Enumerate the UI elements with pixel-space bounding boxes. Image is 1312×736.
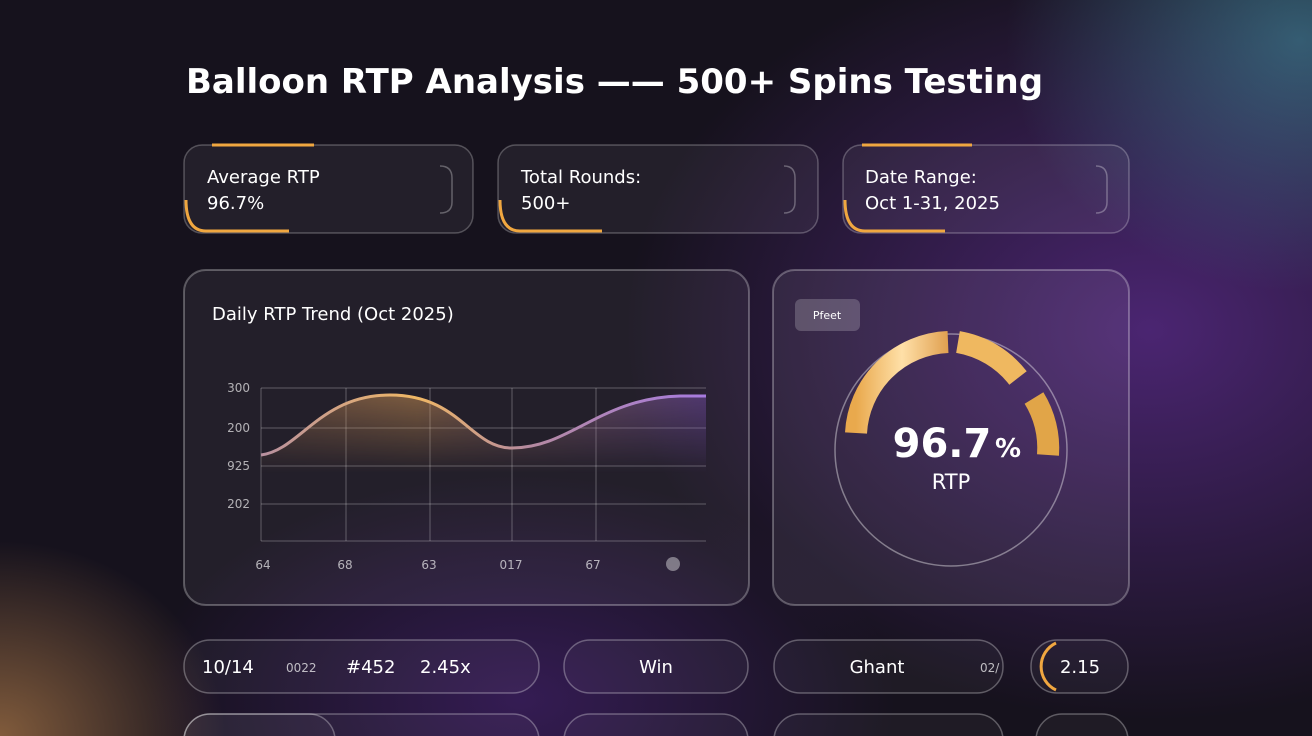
stat-card: Average RTP 96.7% bbox=[183, 143, 474, 234]
badge-label: Pfeet bbox=[813, 309, 842, 322]
stat-card: Total Rounds: 500+ bbox=[497, 144, 819, 234]
row-code: 02/ bbox=[980, 661, 1000, 675]
badge[interactable] bbox=[795, 299, 860, 331]
gauge-arc bbox=[845, 331, 949, 434]
stat-label: Total Rounds: bbox=[520, 167, 641, 188]
gauge-arc bbox=[1024, 392, 1060, 456]
stat-label: Date Range: bbox=[865, 167, 977, 188]
row-payout: 2.15 bbox=[1060, 657, 1100, 678]
row-date: 10/14 bbox=[202, 657, 254, 678]
gauge-arc bbox=[955, 331, 1027, 386]
x-axis-label: 68 bbox=[337, 558, 352, 572]
row-multiplier: 2.45x bbox=[420, 657, 471, 678]
row-name: Ghant bbox=[850, 657, 905, 678]
row-result: Win bbox=[639, 657, 673, 678]
stat-value: 500+ bbox=[521, 193, 570, 214]
stat-value: Oct 1-31, 2025 bbox=[865, 193, 1000, 214]
trend-title: Daily RTP Trend (Oct 2025) bbox=[212, 304, 454, 325]
y-axis-label: 925 bbox=[227, 459, 250, 473]
gauge-unit: % bbox=[995, 434, 1021, 464]
table-row bbox=[183, 639, 1129, 736]
pager-dot[interactable] bbox=[666, 557, 680, 571]
stat-label: Average RTP bbox=[207, 167, 320, 188]
stat-card: Date Range: Oct 1-31, 2025 bbox=[842, 143, 1130, 234]
y-axis-label: 200 bbox=[227, 421, 250, 435]
row-round: #452 bbox=[346, 657, 395, 678]
trend-panel: Daily RTP Trend (Oct 2025) 300200925202 … bbox=[183, 269, 750, 606]
x-axis-label: 64 bbox=[255, 558, 270, 572]
trend-line bbox=[260, 393, 706, 457]
x-axis-label: 017 bbox=[500, 558, 523, 572]
y-axis-label: 202 bbox=[227, 497, 250, 511]
gauge-panel: Pfeet 96.7 % RTP bbox=[772, 269, 1130, 606]
page-title: Balloon RTP Analysis —— 500+ Spins Testi… bbox=[186, 62, 1043, 102]
stat-value: 96.7% bbox=[207, 193, 264, 214]
gauge-label: RTP bbox=[932, 470, 971, 494]
accent-arc bbox=[1039, 641, 1057, 692]
row-id: 0022 bbox=[286, 661, 317, 675]
y-axis-label: 300 bbox=[227, 381, 250, 395]
gauge-value: 96.7 bbox=[893, 421, 992, 467]
x-axis-label: 63 bbox=[421, 558, 436, 572]
trend-area bbox=[261, 395, 706, 541]
x-axis-label: 67 bbox=[585, 558, 600, 572]
